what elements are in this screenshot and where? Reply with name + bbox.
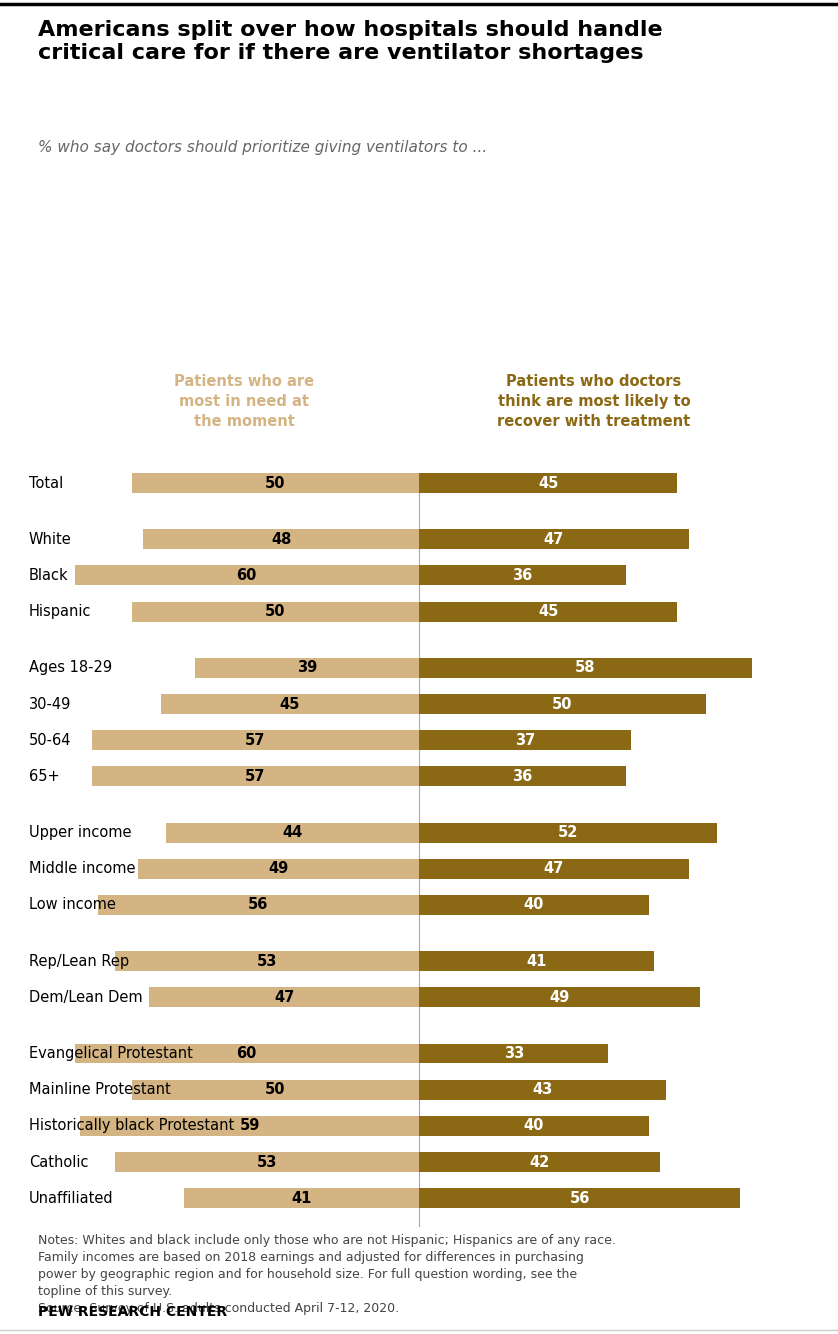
Bar [419,987,701,1007]
Text: % who say doctors should prioritize giving ventilators to ...: % who say doctors should prioritize givi… [38,140,487,155]
Text: Middle income: Middle income [28,862,135,876]
Bar [419,602,677,622]
Bar [419,566,626,586]
Bar [419,951,654,971]
Bar [419,823,717,843]
Text: 48: 48 [271,532,292,547]
Text: 41: 41 [526,954,547,968]
Bar [419,1153,660,1173]
Text: 65+: 65+ [28,768,59,784]
Bar [75,566,419,586]
Text: Americans split over how hospitals should handle
critical care for if there are : Americans split over how hospitals shoul… [38,20,662,63]
Bar [419,658,752,678]
Bar [143,530,419,550]
Bar [97,895,419,915]
Text: Ages 18-29: Ages 18-29 [28,660,111,675]
Text: Catholic: Catholic [28,1155,88,1170]
Text: 56: 56 [570,1191,590,1206]
Text: 47: 47 [544,862,564,876]
Text: 45: 45 [280,696,300,711]
Text: 39: 39 [297,660,318,675]
Bar [80,1117,419,1135]
Bar [115,1153,419,1173]
Bar [75,1043,419,1063]
Text: 40: 40 [524,898,544,912]
Text: Upper income: Upper income [28,824,132,840]
Text: 30-49: 30-49 [28,696,71,711]
Text: 45: 45 [538,604,558,619]
Bar [419,1189,741,1209]
Bar [137,859,419,879]
Text: Unaffiliated: Unaffiliated [28,1191,113,1206]
Bar [115,951,419,971]
Bar [132,1079,419,1099]
Text: Patients who doctors
think are most likely to
recover with treatment: Patients who doctors think are most like… [498,375,691,428]
Bar [419,859,689,879]
Text: Evangelical Protestant: Evangelical Protestant [28,1046,193,1061]
Text: 60: 60 [236,568,257,583]
Bar [167,823,419,843]
Text: Mainline Protestant: Mainline Protestant [28,1082,170,1097]
Text: 50: 50 [552,696,572,711]
Text: 50: 50 [266,604,286,619]
Text: 47: 47 [544,532,564,547]
Bar [184,1189,419,1209]
Text: Historically black Protestant: Historically black Protestant [28,1118,234,1134]
Text: 57: 57 [246,732,266,748]
Bar [419,1117,649,1135]
Text: 53: 53 [256,1155,277,1170]
Text: Low income: Low income [28,898,116,912]
Bar [92,767,419,787]
Text: Dem/Lean Dem: Dem/Lean Dem [28,990,142,1005]
Text: Hispanic: Hispanic [28,604,91,619]
Text: 60: 60 [236,1046,257,1061]
Text: 50: 50 [266,1082,286,1097]
Text: 53: 53 [256,954,277,968]
Text: 40: 40 [524,1118,544,1134]
Text: 49: 49 [268,862,288,876]
Text: Black: Black [28,568,69,583]
Text: PEW RESEARCH CENTER: PEW RESEARCH CENTER [38,1305,227,1318]
Bar [419,895,649,915]
Bar [419,730,631,750]
Bar [149,987,419,1007]
Bar [419,1079,666,1099]
Bar [92,730,419,750]
Bar [419,1043,608,1063]
Text: 37: 37 [515,732,535,748]
Bar [195,658,419,678]
Bar [132,474,419,494]
Text: 56: 56 [248,898,268,912]
Bar [161,694,419,714]
Text: Rep/Lean Rep: Rep/Lean Rep [28,954,129,968]
Text: 52: 52 [558,824,578,840]
Bar [132,602,419,622]
Text: 58: 58 [575,660,596,675]
Text: 43: 43 [532,1082,552,1097]
Text: 44: 44 [282,824,303,840]
Text: 47: 47 [274,990,294,1005]
Text: 42: 42 [530,1155,550,1170]
Text: 33: 33 [504,1046,524,1061]
Text: 50-64: 50-64 [28,732,71,748]
Text: Total: Total [28,476,63,491]
Text: Patients who are
most in need at
the moment: Patients who are most in need at the mom… [173,375,314,428]
Text: Notes: Whites and black include only those who are not Hispanic; Hispanics are o: Notes: Whites and black include only tho… [38,1234,616,1315]
Text: 45: 45 [538,476,558,491]
Bar [419,530,689,550]
Text: 49: 49 [550,990,570,1005]
Text: White: White [28,532,71,547]
Text: 59: 59 [240,1118,260,1134]
Text: 41: 41 [291,1191,312,1206]
Bar [419,767,626,787]
Text: 36: 36 [512,568,532,583]
Text: 36: 36 [512,768,532,784]
Bar [419,474,677,494]
Text: 50: 50 [266,476,286,491]
Text: 57: 57 [246,768,266,784]
Bar [419,694,706,714]
